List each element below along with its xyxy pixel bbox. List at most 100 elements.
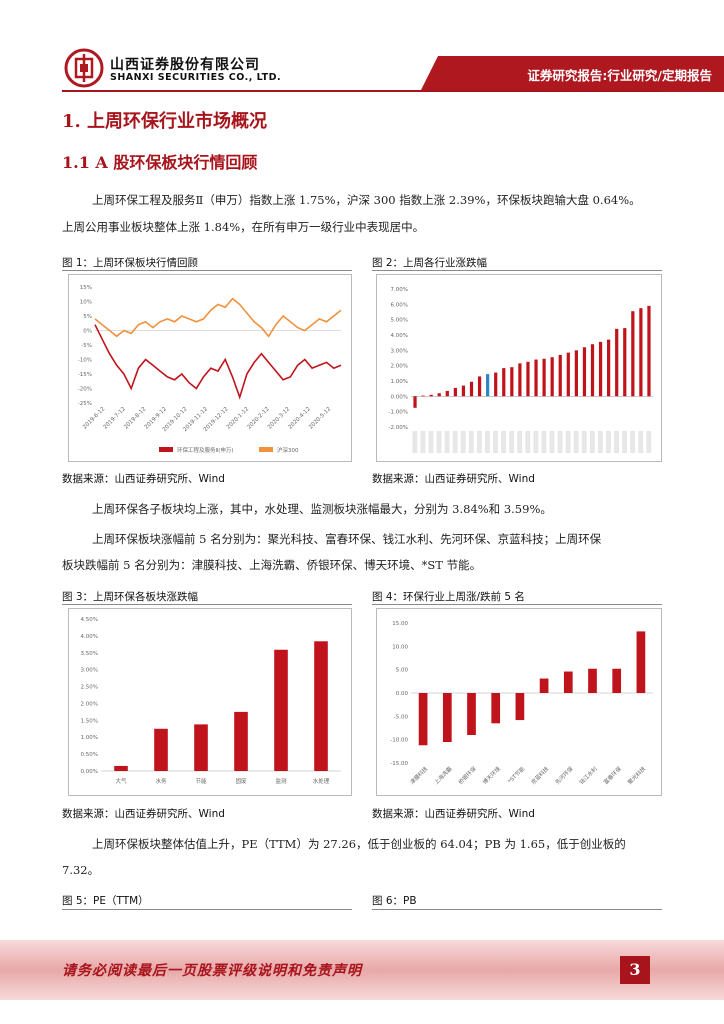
y-tick-label: 4.00%: [391, 333, 408, 339]
paragraph-1: 上周环保工程及服务Ⅱ（申万）指数上涨 1.75%，沪深 300 指数上涨 2.3…: [92, 193, 641, 207]
legend-label: 环保工程及服务Ⅱ(申万): [177, 446, 234, 454]
x-tick-label: 先河环保: [553, 764, 575, 786]
figure-4-chart: 15.00 10.00 5.00 0.00 -5.00 -10.00 -15.00 津膜科技上…: [376, 608, 662, 796]
bar: [445, 390, 449, 397]
x-tick-label: 钱江水利: [578, 765, 599, 786]
bar: [550, 357, 554, 397]
figure-2-chart: 7.00% 6.00% 5.00% 4.00% 3.00% 2.00% 1.00% 0.00%…: [376, 274, 662, 462]
x-tick-label: 津膜科技: [408, 764, 430, 786]
y-tick-label: 2.00%: [81, 701, 98, 707]
figure-1-chart: 15% 10% 5% 0% -5% -10% -15% -20% -25% 2019-6-12 20…: [68, 274, 352, 462]
bar: [413, 396, 417, 408]
figure-6-rule: [372, 909, 662, 910]
y-tick-label: 0.00: [396, 691, 409, 697]
bar: [429, 394, 433, 397]
bar: [467, 693, 476, 735]
x-label-placeholder: [452, 431, 458, 453]
bar: [598, 341, 603, 397]
bar: [421, 395, 425, 397]
x-label-placeholder: [460, 431, 466, 453]
bar: [486, 374, 490, 397]
legend-swatch: [259, 447, 273, 452]
bar: [461, 385, 466, 397]
y-tick-label: -10.00: [390, 738, 408, 744]
footer-band: [0, 940, 724, 1000]
x-tick-label: 水处理: [313, 777, 330, 785]
bar: [636, 631, 646, 693]
x-label-placeholder: [501, 431, 506, 453]
y-tick-label: 6.00%: [391, 302, 408, 308]
bar: [623, 328, 627, 397]
bar: [639, 308, 643, 397]
y-tick-label: -25%: [78, 401, 92, 407]
paragraph-5b: 7.32。: [62, 863, 100, 877]
x-label-placeholder: [476, 431, 482, 453]
x-tick-label: 水务: [155, 777, 167, 785]
bar: [114, 765, 128, 771]
x-label-placeholder: [573, 431, 579, 453]
y-tick-label: -20%: [78, 387, 92, 393]
y-tick-label: 4.00%: [81, 634, 98, 640]
y-tick-label: -15%: [78, 372, 92, 378]
x-label-placeholder: [509, 431, 515, 453]
x-label-placeholder: [606, 431, 611, 453]
x-label-placeholder: [622, 431, 627, 453]
x-label-placeholder: [444, 431, 450, 453]
bar: [631, 311, 635, 397]
figure-6-title: 图 6：PB: [372, 895, 417, 907]
bar: [615, 328, 619, 397]
y-tick-label: 5.00: [396, 668, 409, 674]
bar: [494, 372, 498, 397]
paragraph-4b: 板块跌幅前 5 名分别为：津膜科技、上海洗霸、侨银环保、博天环境、*ST 节能。: [62, 558, 482, 572]
y-tick-label: 7.00%: [391, 287, 408, 293]
y-tick-label: 10%: [80, 300, 92, 306]
y-tick-label: 1.00%: [81, 735, 98, 741]
figure-3-rule: [62, 604, 352, 605]
section-title: 1. 上周环保行业市场概况: [62, 111, 268, 132]
figure-2-rule: [372, 270, 662, 271]
company-name-cn: 山西证券股份有限公司: [110, 57, 260, 73]
bar: [518, 363, 522, 397]
bar: [526, 361, 530, 397]
y-tick-label: 4.50%: [81, 617, 98, 623]
y-tick-label: 1.50%: [81, 718, 98, 724]
y-tick-label: -10%: [78, 358, 92, 364]
bar: [418, 693, 428, 746]
bar: [314, 641, 328, 771]
x-label-placeholder: [428, 431, 434, 453]
bar: [590, 344, 595, 397]
bar: [588, 668, 597, 693]
figure-3-chart: 4.50% 4.00% 3.50% 3.00% 2.50% 2.00% 1.50% 1.00%…: [68, 608, 352, 796]
report-type: 证券研究报告:行业研究/定期报告: [527, 68, 712, 83]
paragraph-4a: 上周环保板块涨幅前 5 名分别为：聚光科技、富春环保、钱江水利、先河环保、京蓝科…: [92, 532, 602, 546]
y-tick-label: 5%: [83, 314, 92, 320]
x-label-placeholder: [589, 431, 595, 453]
figure-2-title: 图 2：上周各行业涨跌幅: [372, 257, 488, 269]
x-tick-label: 上海洗霸: [432, 764, 454, 786]
x-label-placeholder: [436, 431, 442, 453]
y-tick-label: 3.50%: [81, 651, 98, 657]
bar: [491, 693, 501, 724]
bar: [274, 649, 288, 771]
x-label-placeholder: [630, 431, 636, 453]
bar: [194, 724, 208, 771]
bar: [453, 387, 457, 397]
figure-1-source: 数据来源：山西证券研究所、Wind: [62, 473, 225, 485]
y-tick-label: 2.00%: [391, 364, 408, 370]
bar: [502, 368, 506, 397]
bar: [582, 347, 587, 397]
bar-chart: 4.50% 4.00% 3.50% 3.00% 2.50% 2.00% 1.50% 1.00%…: [81, 617, 341, 785]
bar: [469, 381, 474, 397]
y-tick-label: 0.00%: [81, 769, 98, 775]
x-label-placeholder: [549, 431, 555, 453]
page-number: 3: [620, 956, 650, 984]
figure-4-source: 数据来源：山西证券研究所、Wind: [372, 808, 535, 820]
bar-chart: 7.00% 6.00% 5.00% 4.00% 3.00% 2.00% 1.00% 0.00%…: [389, 287, 653, 453]
series-line: [94, 324, 342, 400]
x-label-placeholder: [420, 431, 426, 453]
bar: [437, 393, 441, 397]
x-tick-label: 节能: [195, 777, 207, 785]
x-tick-label: 2020-5-12: [308, 406, 332, 430]
x-tick-label: 京蓝科技: [529, 764, 551, 786]
x-label-placeholder: [533, 431, 539, 453]
